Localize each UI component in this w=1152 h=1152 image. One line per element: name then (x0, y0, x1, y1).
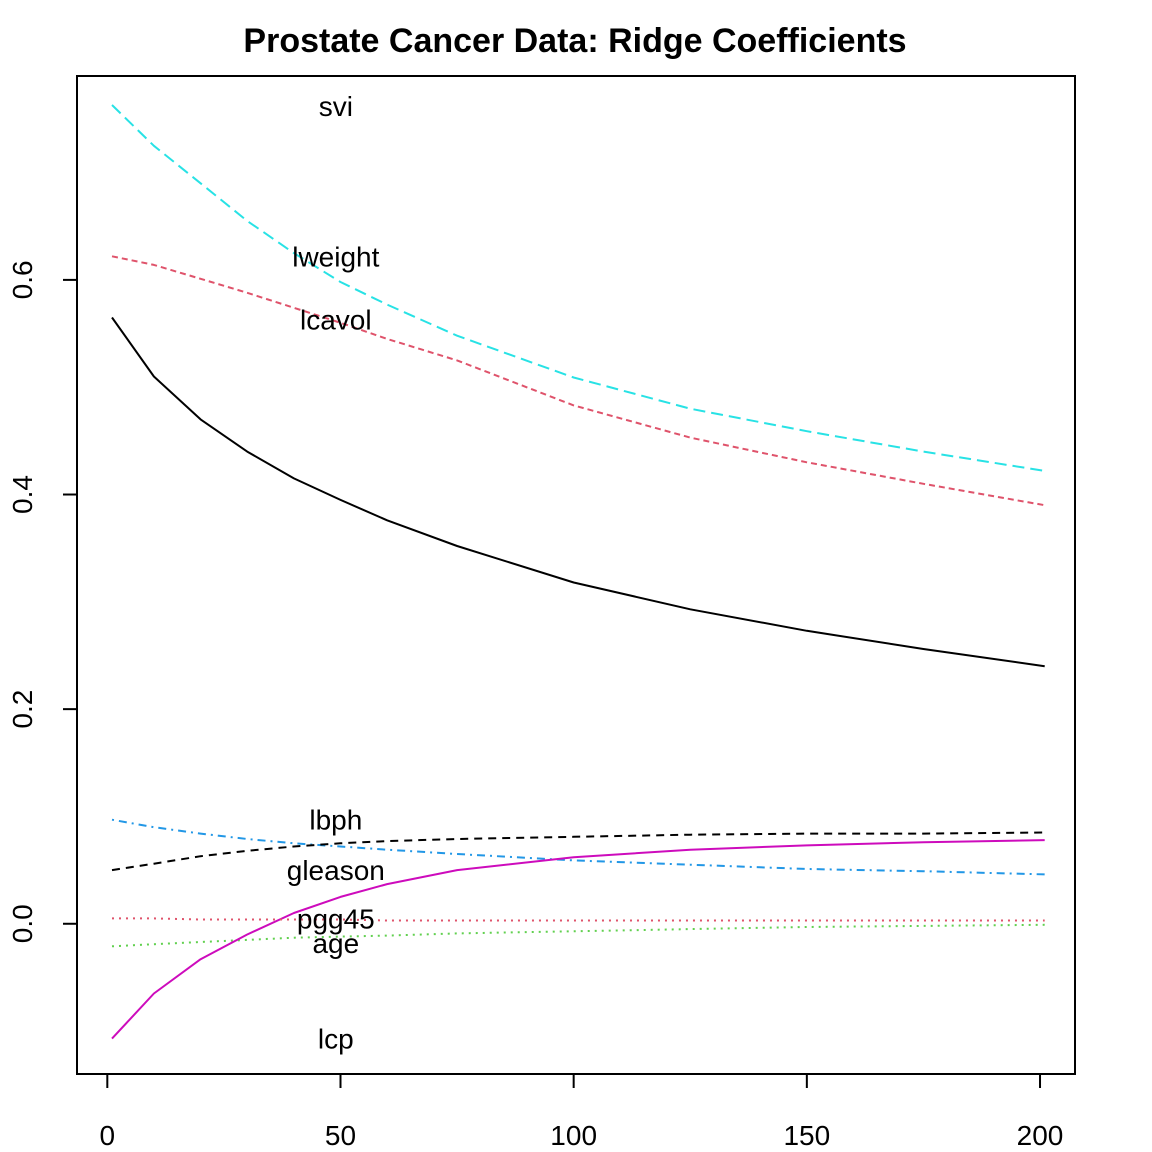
series-label-svi: svi (319, 91, 353, 122)
series-line-svi (111, 104, 1045, 472)
y-tick-label: 0.2 (7, 690, 38, 729)
y-tick-label: 0.6 (7, 260, 38, 299)
y-tick-label: 0.0 (7, 904, 38, 943)
series-line-lbph (111, 818, 1045, 876)
series-label-gleason: gleason (287, 855, 385, 886)
series-line-lcp (111, 839, 1045, 1040)
x-tick-label: 50 (325, 1120, 356, 1151)
x-tick-label: 200 (1017, 1120, 1064, 1151)
series-label-lcavol: lcavol (300, 305, 372, 336)
series-line-gleason (111, 831, 1045, 872)
series-label-lcp: lcp (318, 1024, 354, 1055)
series-line-lcavol (111, 316, 1045, 668)
plot-frame (76, 75, 1076, 1075)
x-tick-label: 100 (550, 1120, 597, 1151)
y-axis: 0.0 0.2 0.4 0.6 (7, 260, 78, 943)
chart-title: Prostate Cancer Data: Ridge Coefficients (243, 22, 906, 60)
series-line-pgg45 (112, 917, 1045, 922)
series-line-age (111, 923, 1045, 948)
x-tick-label: 0 (100, 1120, 116, 1151)
series-label-lbph: lbph (309, 805, 362, 836)
y-tick-label: 0.4 (7, 475, 38, 514)
series-label-pgg45: pgg45 (297, 903, 375, 934)
x-axis: 0 50 100 150 200 (100, 1073, 1064, 1151)
series-label-lweight: lweight (292, 241, 379, 272)
series-label-age: age (312, 928, 359, 959)
x-tick-label: 150 (783, 1120, 830, 1151)
series-lines (111, 104, 1045, 1040)
series-line-lweight (111, 255, 1045, 507)
